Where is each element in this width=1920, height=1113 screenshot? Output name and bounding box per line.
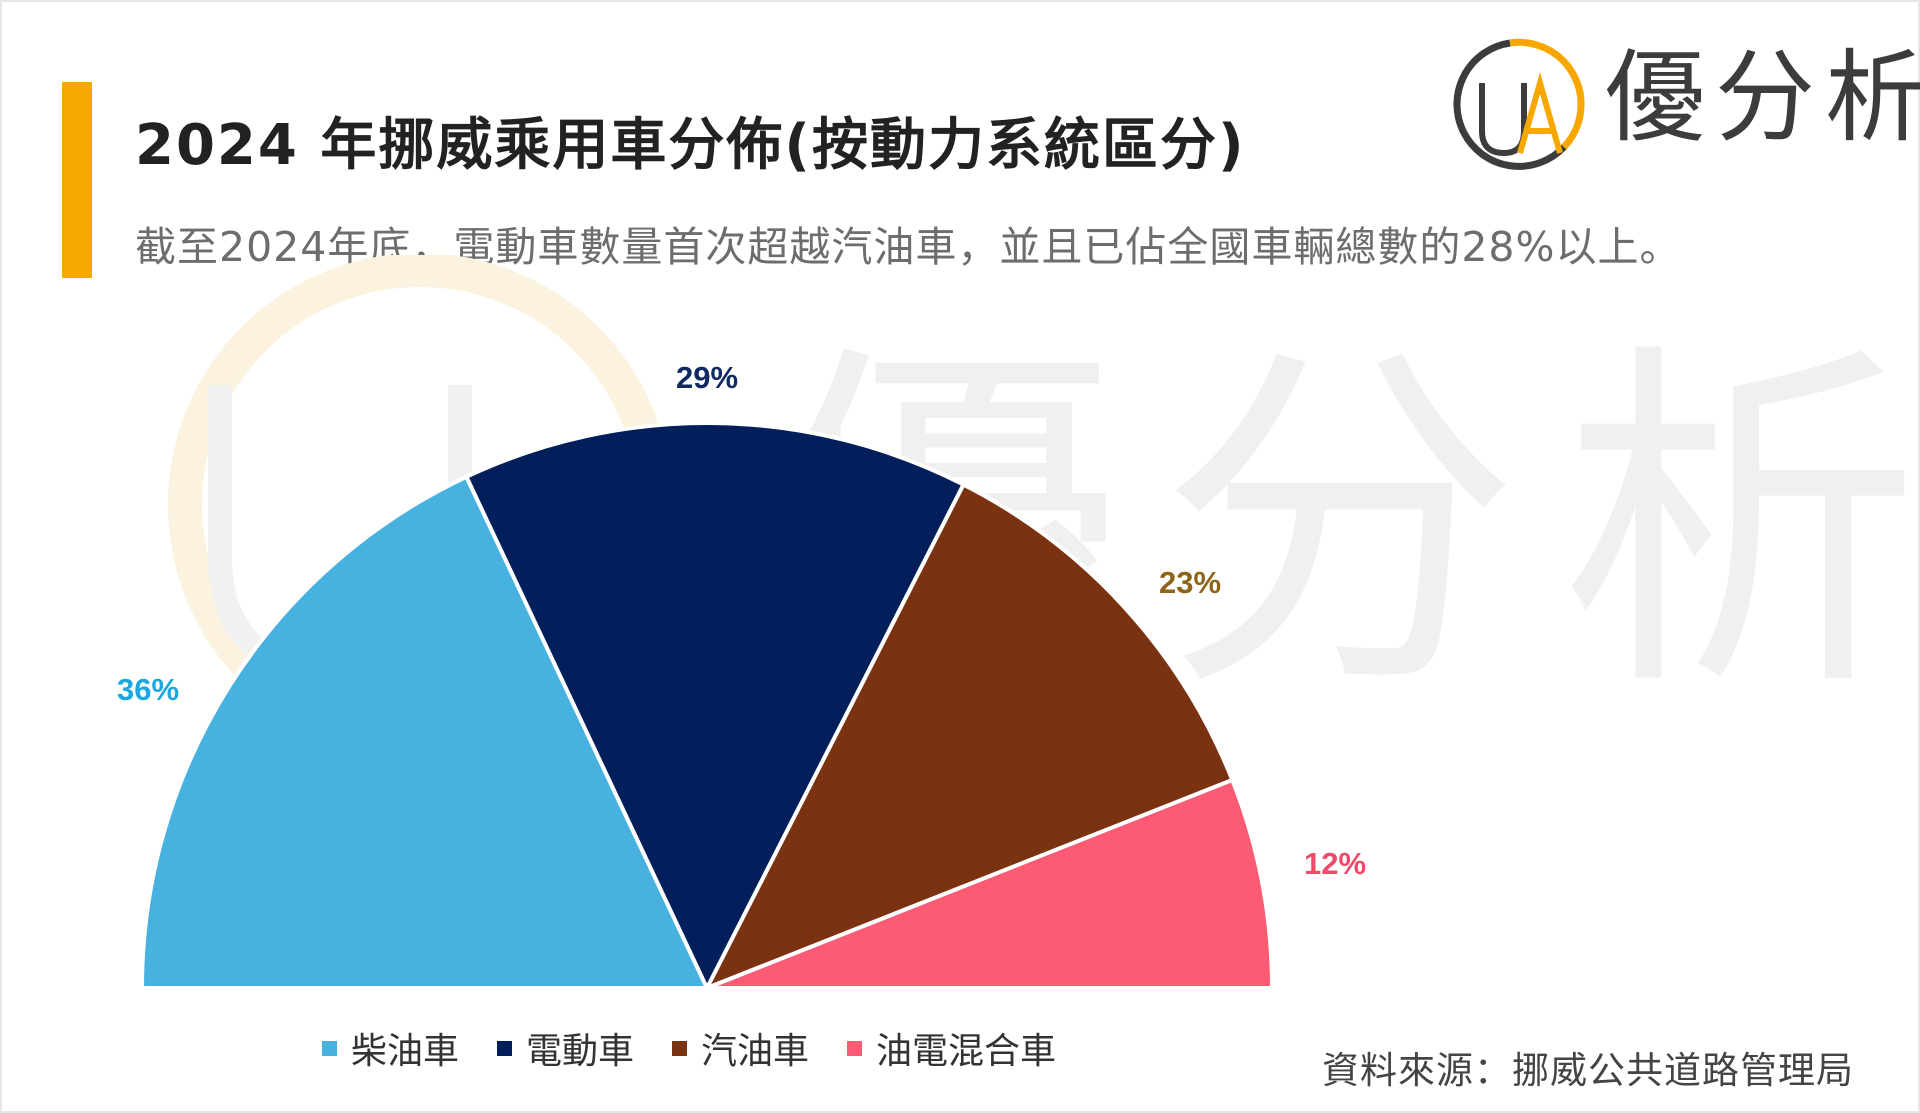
legend-item-2: 電動車 [497,1022,634,1074]
legend-item-3: 汽油車 [672,1022,809,1074]
legend-swatch [497,1040,513,1056]
legend-item-1: 柴油車 [322,1022,459,1074]
data-label-3: 23% [1159,565,1221,600]
chart-legend: 柴油車 電動車 汽油車 油電混合車 [322,1022,1094,1074]
brand-logo-text: 優分析 [1605,39,1920,156]
chart-title: 2024 年挪威乘用車分佈(按動力系統區分) [135,113,1246,178]
legend-label: 油電混合車 [876,1031,1057,1072]
legend-label: 汽油車 [701,1031,810,1072]
pie-slice-2 [463,421,967,993]
title-accent-bar [62,82,92,278]
pie-slice-4 [706,777,1275,990]
legend-item-4: 油電混合車 [847,1022,1056,1074]
legend-swatch [322,1040,337,1056]
data-label-4: 12% [1304,846,1366,881]
pie-slice-1 [139,474,711,990]
legend-swatch [672,1040,688,1056]
pie-slice-3 [702,481,1235,992]
legend-label: 柴油車 [351,1031,460,1072]
legend-swatch [847,1040,863,1056]
data-source: 資料來源：挪威公共道路管理局 [1322,1049,1854,1092]
legend-label: 電動車 [526,1031,635,1072]
data-label-1: 36% [117,672,179,707]
brand-logo-icon: UA [1453,38,1585,170]
data-label-2: 29% [676,360,738,395]
